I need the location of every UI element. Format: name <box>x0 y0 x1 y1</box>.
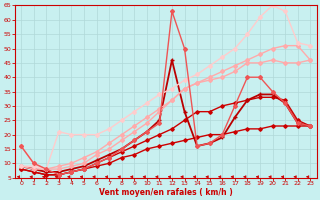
X-axis label: Vent moyen/en rafales ( km/h ): Vent moyen/en rafales ( km/h ) <box>99 188 233 197</box>
